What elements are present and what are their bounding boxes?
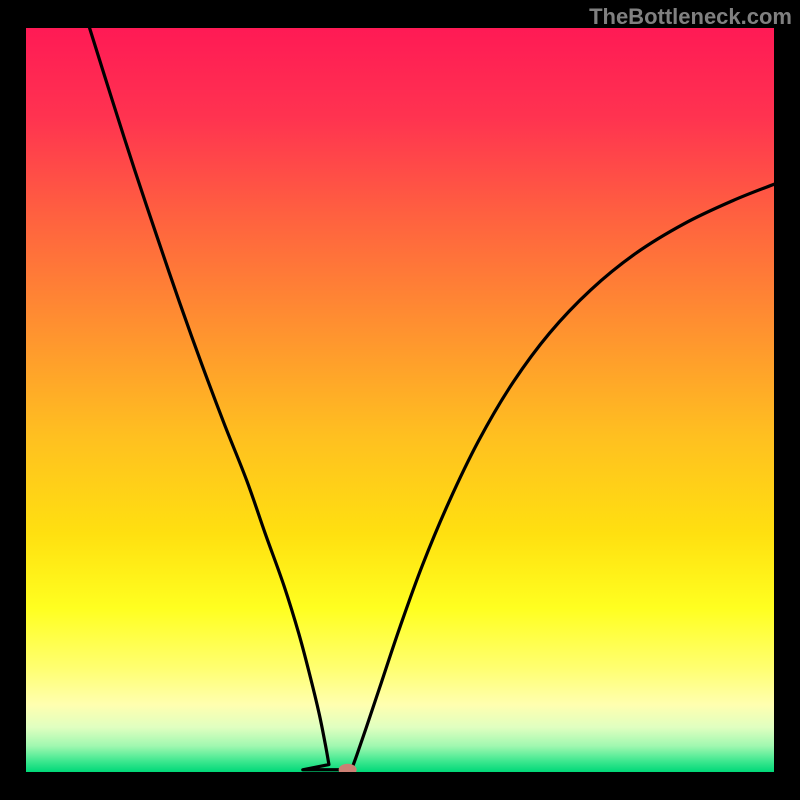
watermark-text: TheBottleneck.com [589, 4, 792, 30]
chart-background [26, 28, 774, 772]
bottleneck-chart [0, 0, 800, 800]
chart-container: TheBottleneck.com [0, 0, 800, 800]
